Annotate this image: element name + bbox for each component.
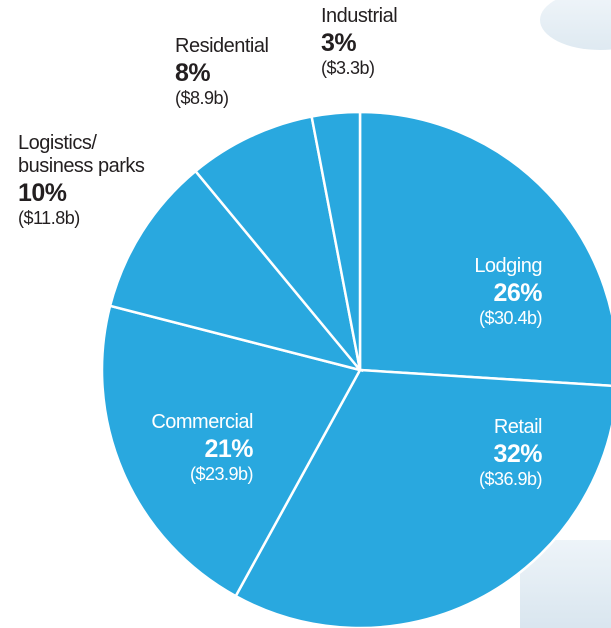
slice-label: Industrial 3% ($3.3b) [321,5,398,79]
pie-slice [193,115,362,371]
slice-label: Lodging 26% ($30.4b) [474,255,542,329]
pie-slice [358,110,611,388]
value-label: 32% [493,440,542,468]
amount-label: ($3.3b) [321,58,375,78]
value-label: 8% [175,59,211,87]
slice-label: Residential 8% ($8.9b) [175,35,269,109]
amount-label: ($23.9b) [189,464,254,484]
pie-slice [100,304,362,598]
slice-label: Retail 32% ($36.9b) [478,416,543,490]
category-label: Logistics/ business parks [18,132,145,177]
value-label: 26% [493,279,542,307]
category-label: Residential [175,35,269,57]
pie-slice [108,169,364,373]
value-label: 21% [204,435,253,463]
background-cloud [540,0,611,50]
category-label: Industrial [321,5,398,27]
category-label: Retail [493,416,543,438]
slice-label: Logistics/ business parks 10% ($11.8b) [18,132,145,229]
amount-label: ($30.4b) [478,308,543,328]
slice-label: Commercial 21% ($23.9b) [151,411,253,485]
pie-slice [234,368,611,628]
value-label: 10% [18,179,67,207]
amount-label: ($8.9b) [175,88,229,108]
pie-slice [310,110,362,371]
category-label: Commercial [151,411,253,433]
category-label: Lodging [474,255,542,277]
amount-label: ($11.8b) [18,208,80,228]
amount-label: ($36.9b) [478,469,543,489]
value-label: 3% [321,29,357,57]
